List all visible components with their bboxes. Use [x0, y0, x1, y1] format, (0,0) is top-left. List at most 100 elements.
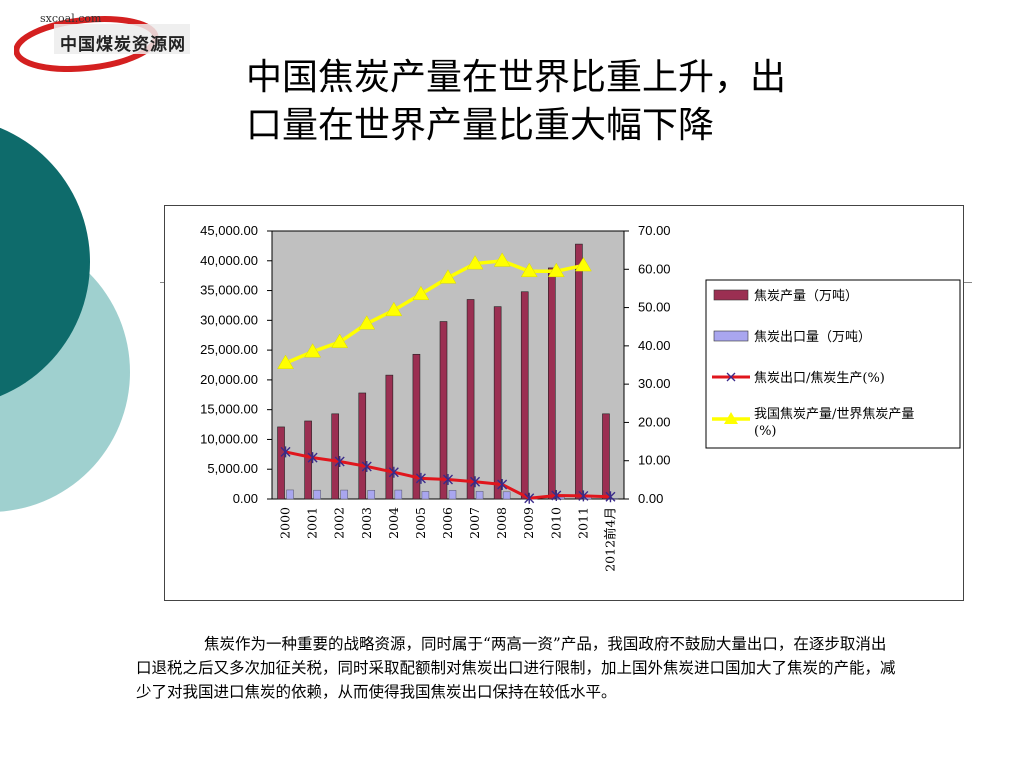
legend-box [705, 279, 961, 449]
point-world-share [304, 343, 322, 358]
legend-marker [724, 412, 738, 424]
point-world-share [520, 262, 538, 278]
dark-teal-circle [0, 127, 90, 397]
point-world-share [466, 255, 484, 270]
bar-production [412, 353, 421, 500]
slide-title-line2: 口量在世界产量比重大幅下降 [246, 105, 715, 146]
point-export-ratio [415, 472, 426, 484]
decorative-circles [0, 127, 130, 512]
right-tick-label: 50.00 [638, 300, 671, 315]
bar-export [313, 489, 321, 500]
point-world-share [547, 262, 565, 278]
point-world-share [277, 354, 294, 369]
legend-swatch [713, 330, 749, 342]
point-export-ratio [551, 490, 562, 502]
bar-production [331, 413, 339, 500]
legend-label: 焦炭出口/焦炭生产(%) [754, 371, 885, 386]
point-export-ratio [334, 455, 345, 467]
category-label: 2012前4月 [602, 507, 617, 572]
bar-production [277, 426, 285, 500]
category-label: 2006 [440, 507, 455, 539]
right-tick-label: 20.00 [638, 414, 671, 429]
point-world-share [493, 252, 511, 267]
right-tick-label: 10.00 [638, 453, 671, 468]
bar-production [385, 374, 394, 500]
category-label: 2011 [575, 507, 590, 539]
point-world-share [412, 285, 430, 301]
bar-export [367, 489, 376, 500]
body-paragraph: 焦炭作为一种重要的战略资源，同时属于“两高一资”产品，我国政府不鼓励大量出口，在… [136, 635, 896, 701]
bar-export [421, 491, 430, 500]
bar-export [475, 491, 484, 500]
left-tick-label: 15,000.00 [200, 402, 258, 417]
left-tick-label: 40,000.00 [200, 253, 258, 268]
category-label: 2010 [548, 507, 563, 539]
bar-production [575, 243, 583, 500]
point-world-share [358, 315, 376, 330]
point-export-ratio [280, 446, 291, 458]
legend-label: 焦炭产量（万吨） [754, 289, 858, 304]
bar-export [286, 489, 294, 500]
point-export-ratio [524, 492, 535, 504]
left-tick-label: 35,000.00 [200, 283, 258, 298]
category-label: 2007 [467, 507, 482, 539]
slide-title-line1: 中国焦炭产量在世界比重上升，出 [246, 57, 787, 98]
legend-label: 焦炭出口量（万吨） [754, 330, 871, 345]
sxcoal-logo: sxcoal.com 中国煤炭资源网 [14, 6, 192, 72]
left-tick-label: 25,000.00 [200, 342, 258, 357]
right-tick-label: 40.00 [638, 338, 671, 353]
point-world-share [439, 269, 457, 284]
bar-production [602, 413, 610, 500]
category-label: 2003 [359, 507, 374, 539]
point-export-ratio [388, 466, 399, 478]
right-tick-label: 70.00 [638, 223, 671, 238]
point-export-ratio [605, 491, 616, 503]
right-tick-label: 0.00 [638, 491, 663, 506]
point-export-ratio [470, 476, 481, 488]
right-tick-label: 30.00 [638, 376, 671, 391]
chart-frame: 0.00 5,000.00 10,000.00 15,000.00 20,000.00 2… [164, 205, 964, 601]
bar-production [548, 267, 556, 500]
logo-backdrop [54, 24, 190, 54]
left-tick-label: 45,000.00 [200, 223, 258, 238]
point-export-ratio [497, 478, 508, 490]
combo-chart: 0.00 5,000.00 10,000.00 15,000.00 20,000.00 2… [200, 223, 961, 572]
legend-label: 我国焦炭产量/世界焦炭产量 [754, 407, 914, 422]
legend-label: (%) [754, 424, 777, 439]
point-export-ratio [443, 473, 453, 485]
point-world-share [331, 333, 349, 348]
category-label: 2001 [305, 507, 320, 539]
category-label: 2002 [332, 507, 347, 539]
bar-export [394, 489, 403, 500]
category-label: 2000 [278, 507, 293, 539]
category-label: 2008 [494, 507, 509, 539]
left-tick-label: 30,000.00 [200, 312, 258, 327]
point-world-share [385, 301, 403, 317]
left-tick-label: 10,000.00 [200, 431, 258, 446]
bar-production [304, 420, 312, 500]
logo-name: 中国煤炭资源网 [60, 35, 186, 55]
logo-url: sxcoal.com [40, 12, 102, 25]
point-export-ratio [361, 460, 372, 472]
bar-export [448, 490, 457, 500]
bar-production [466, 299, 475, 500]
category-label: 2004 [386, 507, 401, 539]
bar-production [520, 291, 529, 500]
slide-title: 中国焦炭产量在世界比重上升，出 口量在世界产量比重大幅下降 [246, 54, 946, 150]
left-tick-label: 0.00 [233, 491, 258, 506]
category-label: 2009 [521, 507, 536, 539]
legend-marker [726, 372, 736, 382]
point-world-share [574, 256, 592, 272]
point-export-ratio [578, 490, 589, 502]
legend-swatch [713, 289, 749, 301]
bar-export [502, 491, 511, 500]
left-tick-label: 5,000.00 [207, 461, 258, 476]
bar-production [439, 321, 448, 500]
bar-production [358, 392, 367, 500]
right-tick-label: 60.00 [638, 261, 671, 276]
category-label: 2005 [413, 507, 428, 539]
bar-production [493, 306, 502, 500]
bar-export [340, 489, 348, 500]
left-tick-label: 20,000.00 [200, 372, 258, 387]
point-export-ratio [307, 452, 318, 464]
